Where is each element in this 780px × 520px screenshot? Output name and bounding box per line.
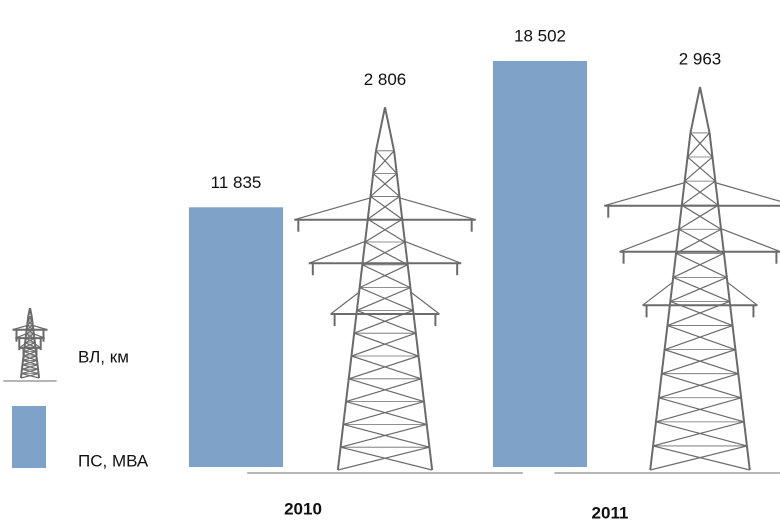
tower-strut: [688, 157, 716, 181]
tower-strut: [343, 424, 429, 447]
category-label: 2011: [592, 503, 629, 520]
tower-strut: [662, 350, 736, 374]
tower-strut: [360, 288, 413, 311]
tower-strut: [685, 157, 713, 181]
tower-strut: [357, 288, 410, 311]
tower-strut: [309, 241, 365, 263]
tower-strut: [360, 265, 408, 288]
tower-strut: [351, 333, 415, 356]
tower-strut: [349, 379, 424, 402]
tower: [554, 87, 780, 473]
tower-strut: [662, 374, 741, 398]
tower-strut: [30, 308, 32, 316]
tower-strut: [676, 229, 721, 253]
tower-strut: [673, 277, 729, 301]
tower-strut: [653, 446, 750, 470]
tower-strut: [362, 242, 405, 265]
category-label: 2010: [284, 499, 322, 518]
tower-strut: [670, 277, 726, 301]
bar: [493, 61, 587, 467]
tower-strut: [727, 282, 757, 305]
tower-strut: [376, 107, 385, 151]
tower-strut: [659, 398, 744, 422]
tower-strut: [331, 292, 359, 314]
tower: [247, 107, 523, 473]
tower-strut: [354, 333, 418, 356]
tower-strut: [341, 424, 427, 447]
tower-strut: [349, 356, 419, 379]
value-label: 18 502: [514, 26, 566, 45]
value-label: 2 806: [364, 70, 407, 89]
tower-strut: [667, 326, 735, 350]
legend-icon: [3, 308, 56, 381]
tower-strut: [659, 374, 738, 398]
tower-strut: [685, 181, 719, 205]
tower-strut: [716, 183, 780, 206]
tower-strut: [400, 198, 476, 220]
legend-label: ПС, МВА: [78, 451, 149, 470]
tower-strut: [656, 398, 741, 422]
tower-strut: [679, 229, 724, 253]
tower-strut: [690, 87, 700, 133]
tower-strut: [405, 241, 461, 263]
tower-strut: [351, 356, 421, 379]
tower-strut: [665, 326, 733, 350]
tower-strut: [341, 447, 433, 470]
legend-label: ВЛ, км: [78, 347, 129, 366]
tower-strut: [343, 402, 424, 425]
tower-strut: [700, 87, 710, 133]
tower-strut: [656, 422, 747, 446]
tower-strut: [370, 196, 402, 219]
bar: [189, 207, 283, 467]
tower-strut: [679, 205, 718, 229]
tower-strut: [682, 205, 721, 229]
tower-strut: [721, 229, 780, 252]
tower-strut: [643, 282, 673, 305]
tower-strut: [370, 174, 396, 197]
tower-strut: [673, 253, 724, 277]
legend-swatch: [12, 406, 46, 468]
tower-strut: [650, 446, 747, 470]
tower-strut: [676, 253, 727, 277]
tower-strut: [294, 198, 370, 220]
tower-strut: [365, 219, 402, 242]
tower-strut: [620, 229, 679, 252]
value-label: 11 835: [211, 173, 262, 192]
tower-strut: [604, 183, 684, 206]
tower-strut: [665, 350, 739, 374]
tower-strut: [653, 422, 744, 446]
tower-strut: [338, 447, 430, 470]
tower-strut: [346, 402, 427, 425]
value-label: 2 963: [679, 49, 722, 68]
tower-strut: [411, 292, 439, 314]
tower-strut: [346, 379, 421, 402]
tower-strut: [362, 265, 410, 288]
tower-strut: [368, 196, 400, 219]
chart: 2010 2011 11 835 18 502 2 806 2 963 ПС, МВА ВЛ,…: [0, 0, 780, 520]
tower-strut: [373, 174, 399, 197]
tower-strut: [682, 181, 716, 205]
tower-strut: [368, 219, 405, 242]
tower-strut: [365, 242, 408, 265]
tower-strut: [385, 107, 394, 151]
